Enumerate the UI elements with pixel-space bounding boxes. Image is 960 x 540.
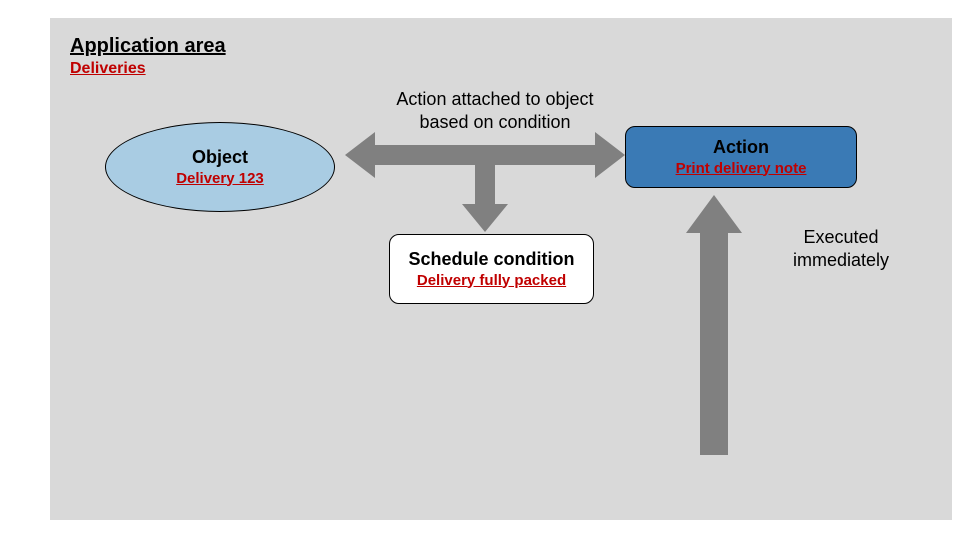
caption-right-line1: Executed: [803, 227, 878, 247]
action-label: Action: [713, 137, 769, 158]
tri-arrow: [345, 132, 625, 232]
application-area-subtitle: Deliveries: [70, 60, 226, 78]
object-node: Object Delivery 123: [105, 122, 335, 212]
caption-top-line2: based on condition: [419, 112, 570, 132]
caption-right-line2: immediately: [793, 250, 889, 270]
schedule-value: Delivery fully packed: [417, 272, 566, 290]
caption-top-line1: Action attached to object: [396, 89, 593, 109]
caption-top: Action attached to object based on condi…: [380, 88, 610, 133]
diagram-canvas: Application area Deliveries Object Deliv…: [0, 0, 960, 540]
application-area-title: Application area: [70, 35, 226, 58]
object-label: Object: [192, 147, 248, 168]
action-node: Action Print delivery note: [625, 126, 857, 188]
schedule-condition-node: Schedule condition Delivery fully packed: [389, 234, 594, 304]
schedule-label: Schedule condition: [408, 249, 574, 270]
header-block: Application area Deliveries: [70, 35, 226, 78]
object-value: Delivery 123: [176, 170, 264, 188]
caption-right: Executed immediately: [776, 226, 906, 271]
action-value: Print delivery note: [676, 160, 807, 178]
up-arrow: [686, 195, 742, 455]
